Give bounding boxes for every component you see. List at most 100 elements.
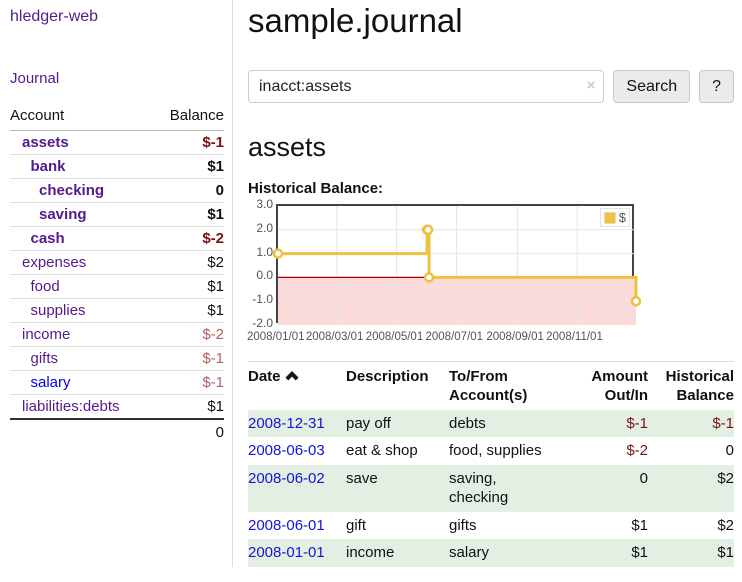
account-link-expenses[interactable]: expenses <box>22 254 87 271</box>
account-link-bank[interactable]: bank <box>30 158 66 175</box>
register-balance-cell: $2 <box>717 469 734 487</box>
account-name-cell: checking <box>10 179 153 203</box>
account-link-saving[interactable]: saving <box>39 206 87 223</box>
account-link-supplies[interactable]: supplies <box>30 302 86 319</box>
register-row: 2008-01-01 income salary $1 $1 <box>248 539 734 567</box>
clear-search-icon[interactable]: × <box>586 77 596 94</box>
x-axis-tick-label: 2008/03/01 <box>305 331 364 343</box>
balance-chart-svg <box>272 206 642 325</box>
account-name-cell: supplies <box>10 299 153 323</box>
account-balance: $-1 <box>202 134 224 151</box>
register-header-amount: Amount Out/In <box>591 368 648 404</box>
accounts-total-row: 0 <box>10 418 224 445</box>
account-row: expenses $2 <box>10 250 224 275</box>
account-balance: $1 <box>207 278 224 295</box>
account-name-cell: gifts <box>10 347 153 371</box>
app-window: hledger-web Journal Account Balance asse… <box>0 0 734 567</box>
brand-link[interactable]: hledger-web <box>10 8 99 25</box>
register-description-cell: income <box>346 544 395 561</box>
register-row: 2008-12-31 pay off debts $-1 $-1 <box>248 409 734 438</box>
account-link-food[interactable]: food <box>30 278 60 295</box>
account-name-cell: income <box>10 323 153 347</box>
account-balance: $-1 <box>202 350 224 367</box>
accounts-total-value: 0 <box>153 418 224 445</box>
y-axis-tick-label: 2.0 <box>256 220 273 235</box>
register-date-cell: 2008-01-01 <box>248 539 346 567</box>
account-row: supplies $1 <box>10 298 224 323</box>
accounts-rows: assets $-1 bank $1 checking 0 saving $1 cash $-2 e… <box>10 131 224 420</box>
account-balance: $2 <box>207 254 224 271</box>
account-balance: $-2 <box>202 230 224 247</box>
register-description-cell: gift <box>346 516 367 534</box>
account-link-cash[interactable]: cash <box>30 230 65 247</box>
account-link-salary[interactable]: salary <box>30 374 71 391</box>
transaction-date-link[interactable]: 2008-06-03 <box>248 442 325 459</box>
transaction-date-link[interactable]: 2008-01-01 <box>248 544 325 561</box>
account-name-cell: bank <box>10 155 153 179</box>
search-form: × Search ? <box>248 70 734 103</box>
balance-chart-plot: $ <box>272 204 642 325</box>
x-axis-tick-label: 2008/07/01 <box>425 331 484 343</box>
account-row: checking 0 <box>10 178 224 203</box>
register-accounts-cell: saving, checking <box>449 469 509 507</box>
accounts-total-spacer <box>10 418 154 445</box>
search-input[interactable] <box>248 70 605 103</box>
register-date-cell: 2008-12-31 <box>248 410 346 438</box>
account-row: gifts $-1 <box>10 346 224 371</box>
account-row: salary $-1 <box>10 370 224 395</box>
register-amount-cell: 0 <box>639 469 648 487</box>
x-axis-tick-label: 2008/01/01 <box>247 331 305 343</box>
y-axis-tick-label: 1.0 <box>256 244 273 259</box>
sidebar-item-journal[interactable]: Journal <box>10 70 60 87</box>
register-row: 2008-06-03 eat & shop food, supplies $-2 0 <box>248 437 734 465</box>
accounts-header-balance: Balance <box>153 105 224 131</box>
register-date-cell: 2008-06-01 <box>248 512 346 540</box>
account-link-liabilities-debts[interactable]: liabilities:debts <box>22 398 120 415</box>
register-accounts-cell: salary <box>449 544 490 561</box>
register-balance-cell: $-1 <box>712 414 734 432</box>
register-header-balance: Historical Balance <box>665 368 734 404</box>
register-amount-cell: $1 <box>631 544 648 561</box>
register-accounts-cell: debts <box>449 414 486 432</box>
register-amount-cell: $-1 <box>626 414 648 432</box>
account-name-cell: liabilities:debts <box>10 395 153 420</box>
chart-legend: $ <box>599 208 630 227</box>
account-name-cell: food <box>10 275 153 299</box>
account-link-assets[interactable]: assets <box>22 134 69 151</box>
brand: hledger-web <box>10 8 224 26</box>
account-row: assets $-1 <box>10 131 224 155</box>
search-button[interactable]: Search <box>613 70 691 103</box>
register-header-accounts: To/From Account(s) <box>449 368 528 404</box>
account-balance: $1 <box>207 398 224 415</box>
account-name-cell: salary <box>10 371 153 395</box>
sidebar: hledger-web Journal Account Balance asse… <box>0 0 233 567</box>
account-name-cell: assets <box>10 131 153 155</box>
account-row: cash $-2 <box>10 226 224 251</box>
account-link-checking[interactable]: checking <box>39 182 105 199</box>
y-axis-tick-label: -2.0 <box>252 316 273 330</box>
account-link-gifts[interactable]: gifts <box>30 350 59 367</box>
balance-chart: $ 3.0 2.0 1.0 0.0 -1.0 -2.0 2008/01/01 2008/03… <box>247 197 734 349</box>
account-row: income $-2 <box>10 322 224 347</box>
sort-ascending-icon <box>285 371 299 381</box>
register-amount-cell: $1 <box>631 516 648 534</box>
help-button[interactable]: ? <box>699 70 734 103</box>
register-date-cell: 2008-06-03 <box>248 437 346 465</box>
transaction-date-link[interactable]: 2008-12-31 <box>248 414 325 432</box>
transaction-date-link[interactable]: 2008-06-02 <box>248 469 325 487</box>
register-description-cell: pay off <box>346 414 391 432</box>
account-link-income[interactable]: income <box>22 326 71 343</box>
account-row: saving $1 <box>10 202 224 227</box>
register-header-date-label: Date <box>248 368 281 385</box>
account-balance: $1 <box>207 158 224 175</box>
x-axis-tick-label: 2008/05/01 <box>365 331 424 343</box>
account-row: bank $1 <box>10 154 224 179</box>
transaction-date-link[interactable]: 2008-06-01 <box>248 516 325 534</box>
account-row: food $1 <box>10 274 224 299</box>
register-balance-cell: 0 <box>725 442 734 459</box>
register-header-date[interactable]: Date <box>248 362 346 410</box>
y-axis-tick-label: -1.0 <box>252 292 273 307</box>
account-balance: $1 <box>207 302 224 319</box>
register-description-cell: eat & shop <box>346 442 418 459</box>
account-heading: assets <box>248 132 327 162</box>
